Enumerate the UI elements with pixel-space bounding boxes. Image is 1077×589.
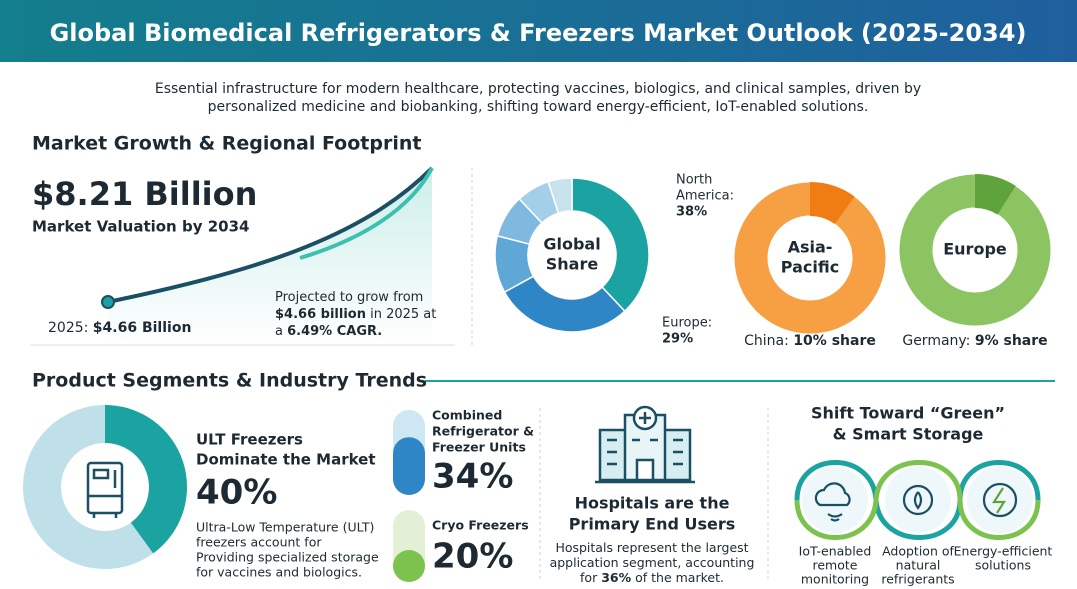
text-part: Germany: xyxy=(902,333,975,349)
heading: Market Growth & Regional Footprint xyxy=(32,133,421,155)
text-part: in 2025 at xyxy=(366,307,436,322)
segment-title: Primary End Users xyxy=(569,515,736,534)
text-part: $4.66 Billion xyxy=(93,320,192,336)
pill-fill xyxy=(393,550,425,582)
rich-text: $4.66 billion in 2025 at xyxy=(275,307,436,322)
loop xyxy=(794,460,1041,540)
text-part: a xyxy=(275,324,287,339)
big-value: $8.21 Billion xyxy=(32,175,257,213)
rich-text: Germany: 9% share xyxy=(902,333,1047,349)
segment-value: 40% xyxy=(196,473,277,513)
text-part: China: xyxy=(744,333,793,349)
text-part: application segment, accounting xyxy=(550,555,755,570)
growth-area xyxy=(108,168,432,345)
donut-segment xyxy=(503,275,626,333)
heading: Product Segments & Industry Trends xyxy=(32,370,427,392)
donut-center: Europe xyxy=(943,240,1007,259)
icons xyxy=(802,467,1033,533)
text-part: 36% xyxy=(601,570,631,585)
caption: Market Valuation by 2034 xyxy=(32,218,249,236)
description: freezers account for xyxy=(196,535,322,550)
segment-name: America: xyxy=(676,189,734,204)
rich-text: Hospitals represent the largest xyxy=(555,540,748,555)
segment-title: & Smart Storage xyxy=(833,425,984,444)
item-label: Adoption of xyxy=(882,544,954,559)
text-part: for xyxy=(580,570,601,585)
description: Providing specialized storage xyxy=(196,550,379,565)
donut-segment xyxy=(105,405,188,554)
description: Ultra-Low Temperature (ULT) xyxy=(196,520,374,535)
segment-title: Cryo Freezers xyxy=(432,518,529,533)
text-part: 9% share xyxy=(975,333,1048,349)
pill-fill xyxy=(393,437,425,495)
item-label: Energy-efficient xyxy=(954,544,1053,559)
segment-title: Dominate the Market xyxy=(196,451,376,469)
donut-segment xyxy=(975,174,1016,215)
segment-name: North xyxy=(676,173,712,188)
rich-text: a 6.49% CAGR. xyxy=(275,324,382,339)
donut-center: Global xyxy=(543,235,600,254)
segment-label: 29% xyxy=(662,332,693,347)
rich-text: 2025: $4.66 Billion xyxy=(48,320,191,336)
donut-center: Share xyxy=(546,255,599,274)
text-part: 2025: xyxy=(48,320,93,336)
text-part: 6.49% CAGR. xyxy=(287,324,382,339)
segment-title: Shift Toward “Green” xyxy=(811,404,1005,423)
segment-title: Hospitals are the xyxy=(575,494,730,513)
title: Global Biomedical Refrigerators & Freeze… xyxy=(50,19,1027,47)
item-label: refrigerants xyxy=(881,572,954,587)
text-part: 10% share xyxy=(793,333,876,349)
hospital-icon xyxy=(595,405,695,484)
text-part: Hospitals represent the largest xyxy=(555,540,748,555)
description: for vaccines and biologics. xyxy=(196,565,362,580)
rich-text: Projected to grow from xyxy=(275,290,423,305)
donut-center: Asia- xyxy=(788,238,833,257)
donut-center: Pacific xyxy=(781,258,839,277)
rich-text: China: 10% share xyxy=(744,333,876,349)
segment-label: 38% xyxy=(676,205,707,220)
segment-name: Europe: xyxy=(662,316,712,331)
rich-text: application segment, accounting xyxy=(550,555,755,570)
subtitle: Essential infrastructure for modern heal… xyxy=(155,81,921,97)
header-band xyxy=(0,0,1077,62)
item-label: IoT-enabled xyxy=(799,544,872,559)
freezer-icon xyxy=(86,461,124,518)
text-part: Projected to grow from xyxy=(275,290,423,305)
segment-title: Refrigerator & xyxy=(432,424,534,439)
donut-segment xyxy=(571,177,650,313)
item-label: natural xyxy=(896,558,941,573)
donut-segment xyxy=(547,177,573,215)
growth-curve-end xyxy=(299,167,434,260)
text-part: of the market. xyxy=(631,570,724,585)
rich-text: for 36% of the market. xyxy=(580,570,724,585)
subtitle: personalized medicine and biobanking, sh… xyxy=(208,99,869,115)
item-label: remote xyxy=(813,558,858,573)
segment-title: Combined xyxy=(432,408,502,423)
segment-title: ULT Freezers xyxy=(196,431,303,449)
item-label: monitoring xyxy=(801,572,869,587)
segment-title: Freezer Units xyxy=(432,440,526,455)
item-label: solutions xyxy=(975,558,1031,573)
growth-curve xyxy=(107,166,434,304)
text-part: $4.66 billion xyxy=(275,307,366,322)
segment-value: 34% xyxy=(432,457,513,497)
segment-value: 20% xyxy=(432,537,513,577)
donut-segment xyxy=(810,182,855,225)
start-dot xyxy=(101,295,115,309)
loop xyxy=(794,460,1041,540)
